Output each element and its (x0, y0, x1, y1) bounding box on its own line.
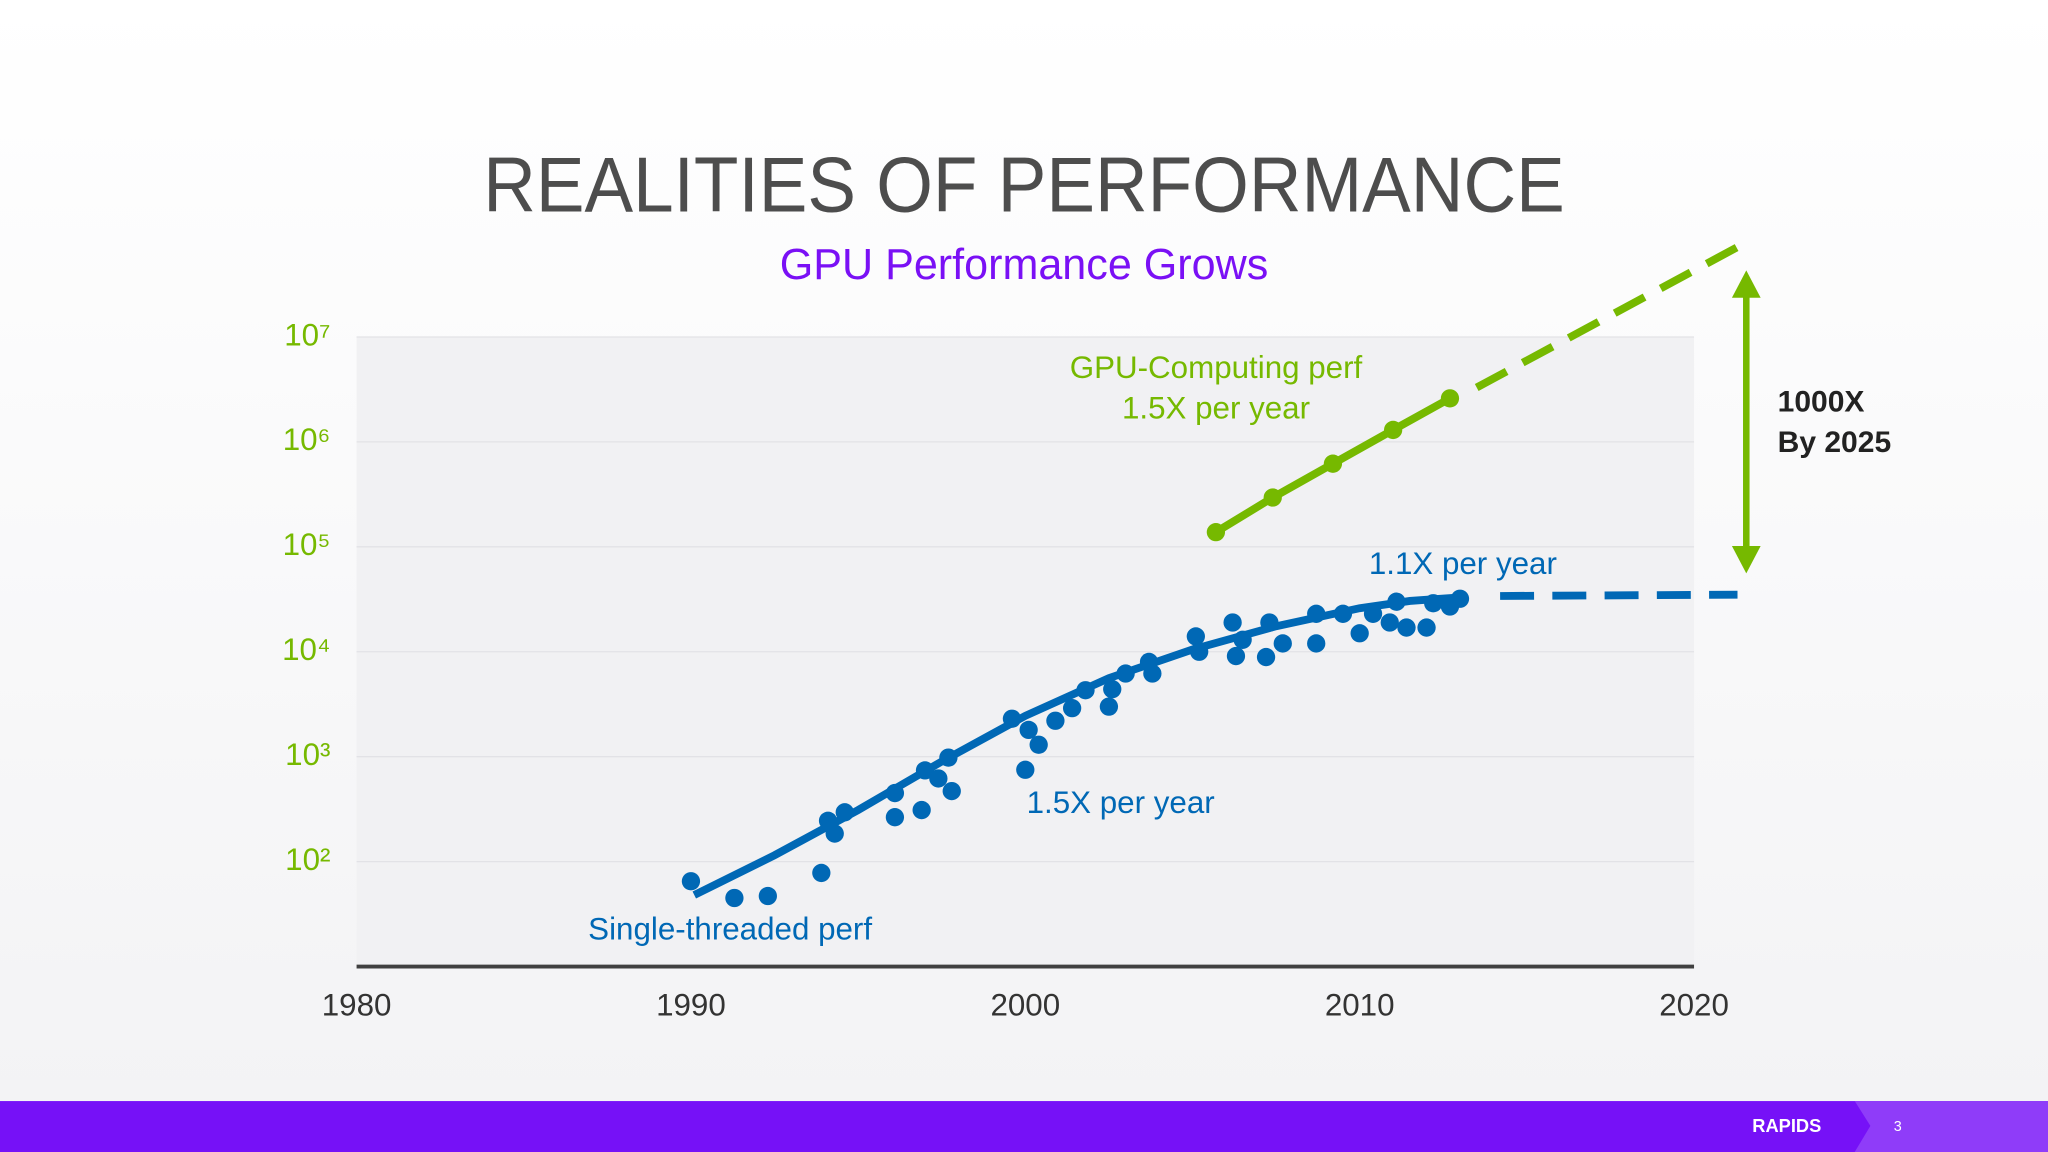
data-point (1350, 624, 1369, 643)
footer-bar (0, 1101, 2048, 1152)
y-tick-label: 10² (285, 842, 330, 877)
data-point (1263, 488, 1282, 507)
data-point (1223, 613, 1242, 632)
data-point (942, 781, 961, 801)
annotation: 1000X (1778, 386, 1865, 419)
y-tick-label: 10⁴ (282, 632, 330, 667)
data-point (1383, 420, 1403, 440)
footer-logo: RAPIDS (1752, 1115, 1821, 1136)
data-point (725, 888, 744, 908)
data-point (1029, 735, 1048, 754)
data-point (1397, 618, 1416, 637)
data-point (1046, 711, 1065, 730)
data-point (1417, 618, 1436, 637)
data-point (912, 800, 931, 820)
data-point (1226, 646, 1246, 666)
annotation: 1.1X per year (1369, 546, 1557, 581)
arrow-head (1731, 545, 1761, 574)
data-point (1103, 680, 1122, 699)
y-tick-label: 10⁶ (283, 422, 331, 457)
data-point (1019, 720, 1038, 740)
data-point (1307, 634, 1326, 653)
x-tick-label: 1990 (656, 987, 726, 1022)
series-label: GPU-Computing perf (1070, 350, 1363, 385)
x-tick-label: 2000 (990, 987, 1060, 1022)
page-number: 3 (1894, 1119, 1902, 1135)
footer-chevron (1854, 1101, 2048, 1152)
data-point (758, 886, 777, 906)
data-point (1323, 454, 1343, 473)
data-point (1256, 647, 1276, 667)
data-point (1186, 627, 1205, 646)
data-point (929, 769, 948, 788)
trend-line (692, 593, 1461, 899)
data-point (885, 808, 905, 827)
annotation: By 2025 (1778, 426, 1892, 459)
dashed-trend (1500, 590, 1738, 600)
data-point (1206, 523, 1226, 542)
y-tick-label: 10⁵ (283, 527, 331, 562)
data-point (1273, 634, 1292, 653)
data-point (812, 863, 831, 883)
data-point (681, 872, 701, 891)
subtitle: GPU Performance Grows (780, 241, 1269, 289)
data-point (1380, 613, 1399, 632)
arrow-head (1731, 270, 1761, 298)
y-tick-label: 10⁷ (284, 317, 330, 352)
data-point (1016, 760, 1035, 779)
data-point (1440, 389, 1460, 408)
annotation: 1.5X per year (1027, 785, 1215, 820)
y-tick-label: 10³ (285, 737, 330, 772)
marks (681, 238, 1750, 908)
x-tick-label: 1980 (322, 987, 392, 1022)
data-point (1099, 697, 1119, 716)
series-label: Single-threaded perf (588, 912, 872, 947)
data-point (1062, 699, 1082, 718)
x-tick-label: 2010 (1325, 987, 1395, 1022)
x-tick-label: 2020 (1659, 987, 1729, 1022)
title: REALITIES OF PERFORMANCE (483, 140, 1564, 228)
annotation: 1.5X per year (1122, 390, 1310, 425)
grid (356, 336, 1695, 863)
